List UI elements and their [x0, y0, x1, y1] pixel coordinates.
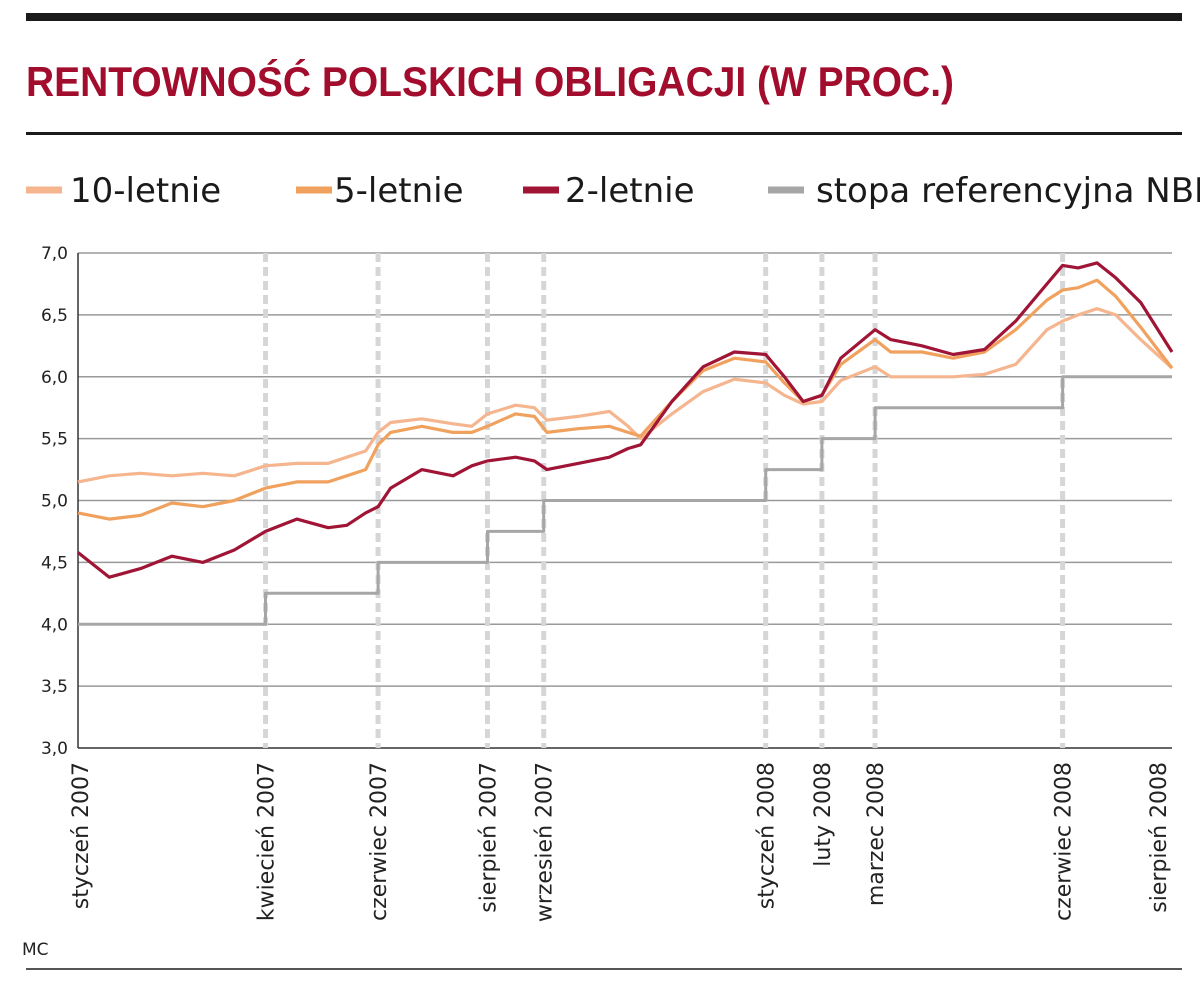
bottom-rule: [26, 968, 1182, 970]
series-line-0: [77, 307, 1174, 484]
y-tick-label: 4,5: [41, 553, 68, 573]
title-rule: [26, 132, 1182, 135]
y-tick-label: 3,0: [41, 739, 68, 759]
y-tick-label: 6,0: [41, 368, 68, 388]
legend-label: 2-letnie: [565, 171, 695, 211]
y-axis: 3,0 3,5 4,0 4,5 5,0 5,5 6,0 6,5 7,0: [41, 244, 68, 759]
top-rule: [26, 13, 1182, 21]
legend-label: 10-letnie: [70, 171, 221, 211]
legend: 10-letnie 5-letnie 2-letnie stopa referency…: [26, 171, 1200, 211]
y-tick-label: 7,0: [41, 244, 68, 264]
series-line-1: [77, 278, 1174, 521]
x-tick-label: marzec 2008: [864, 762, 889, 906]
x-tick-label: sierpień 2007: [476, 762, 501, 913]
legend-label: stopa referencyjna NBP: [816, 171, 1200, 211]
legend-label: 5-letnie: [334, 171, 464, 211]
series-line-2: [77, 261, 1174, 579]
x-tick-label: wrzesień 2007: [533, 762, 558, 922]
y-tick-label: 4,0: [41, 615, 68, 635]
chart-title: RENTOWNOŚĆ POLSKICH OBLIGACJI (W PROC.): [26, 57, 954, 105]
series-line-3: [78, 375, 1172, 626]
x-tick-label: czerwiec 2008: [1052, 762, 1077, 921]
source-label: MC: [22, 940, 49, 960]
series-lines: [77, 261, 1174, 626]
grid: [77, 252, 1172, 749]
y-tick-label: 3,5: [41, 677, 68, 697]
x-tick-label: czerwiec 2007: [367, 762, 392, 921]
x-tick-label: styczeń 2007: [69, 762, 94, 909]
y-tick-label: 5,0: [41, 492, 68, 512]
x-tick-label: luty 2008: [811, 762, 836, 867]
x-tick-label: kwiecień 2007: [255, 762, 280, 921]
month-markers: [263, 253, 1066, 748]
y-tick-label: 5,5: [41, 430, 68, 450]
x-tick-label: styczeń 2008: [755, 762, 780, 909]
x-tick-label: sierpień 2008: [1147, 762, 1172, 913]
x-axis: styczeń 2007 kwiecień 2007 czerwiec 2007 si…: [69, 762, 1172, 922]
y-tick-label: 6,5: [41, 306, 68, 326]
